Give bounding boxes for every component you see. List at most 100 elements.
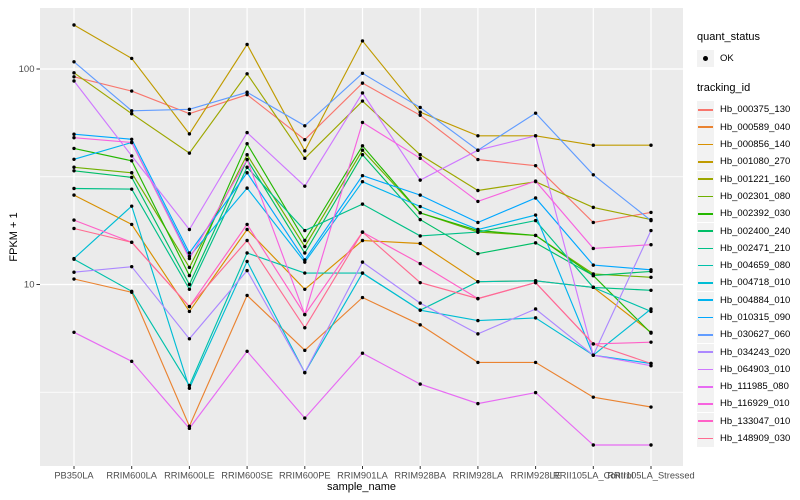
data-point: [591, 285, 595, 290]
data-point: [591, 263, 595, 267]
data-point: [533, 390, 538, 395]
data-point: [533, 316, 538, 320]
data-point: [360, 230, 365, 234]
data-point: [72, 256, 76, 261]
data-point: [303, 228, 307, 233]
legend-item-Hb_010315_090: Hb_010315_090: [697, 309, 797, 326]
data-point: [533, 280, 538, 285]
data-point: [72, 23, 76, 27]
legend-item-Hb_001221_160: Hb_001221_160: [697, 170, 797, 188]
data-point: [245, 130, 249, 135]
legend: quant_status OK tracking_id Hb_000375_13…: [697, 31, 797, 448]
data-point: [187, 304, 192, 309]
data-point: [533, 179, 538, 183]
data-point: [245, 142, 249, 146]
data-point: [418, 211, 422, 215]
data-point: [187, 386, 192, 390]
legend-line-swatch: [698, 126, 713, 129]
data-point: [360, 153, 365, 157]
data-point: [418, 241, 422, 246]
data-point: [187, 282, 192, 287]
data-point: [187, 265, 192, 270]
legend-label: Hb_010315_090: [720, 312, 791, 323]
legend-key: [697, 153, 714, 171]
legend-label: Hb_004718_010: [720, 277, 791, 289]
data-point: [303, 271, 307, 275]
legend-key: [697, 395, 714, 413]
data-point: [649, 268, 653, 272]
data-point: [476, 220, 480, 225]
data-point: [303, 244, 307, 249]
legend-line-swatch: [698, 385, 713, 388]
data-point: [303, 238, 307, 243]
legend-line-swatch: [698, 316, 713, 319]
data-point: [533, 241, 538, 245]
legend-item-Hb_004659_080: Hb_004659_080: [697, 257, 797, 275]
legend-key: [697, 291, 714, 309]
data-point: [187, 251, 192, 255]
data-point: [130, 56, 134, 61]
data-point: [130, 171, 134, 175]
data-point: [303, 326, 307, 330]
legend-line-swatch: [698, 437, 713, 440]
data-point: [187, 112, 192, 116]
legend-line-swatch: [698, 299, 713, 302]
data-point: [245, 165, 249, 169]
data-point: [649, 143, 653, 147]
data-point: [303, 137, 307, 142]
legend-key: [697, 222, 714, 240]
data-point: [72, 60, 76, 64]
data-point: [245, 90, 249, 94]
x-tick-label: RRIM928LA: [453, 471, 504, 481]
legend-line-swatch: [698, 368, 713, 371]
data-point: [649, 210, 653, 215]
y-tick-label: 10: [24, 280, 35, 291]
data-point: [245, 227, 249, 232]
legend-line-swatch: [698, 403, 713, 405]
data-point: [245, 42, 249, 47]
data-point: [187, 151, 192, 155]
legend-label: Hb_133047_010: [720, 415, 791, 427]
data-point: [130, 204, 134, 208]
data-point: [360, 179, 365, 184]
data-point: [649, 443, 653, 447]
legend-key: [697, 360, 714, 378]
legend-item-Hb_000375_130: Hb_000375_130: [697, 101, 797, 119]
legend-label: Hb_000856_140: [720, 139, 791, 151]
legend-label: Hb_030627_060: [720, 329, 791, 341]
legend-label: Hb_001080_270: [720, 156, 791, 168]
data-point: [591, 205, 595, 210]
data-point: [418, 308, 422, 312]
data-point: [360, 260, 365, 264]
data-point: [476, 148, 480, 152]
legend-line-swatch: [698, 264, 713, 267]
y-tick-label: 100: [19, 64, 35, 75]
data-point: [533, 111, 538, 115]
x-tick-label: RRIM901LA: [337, 471, 388, 481]
data-point: [476, 134, 480, 138]
data-point: [187, 287, 192, 292]
data-point: [533, 218, 538, 223]
legend-key: [697, 326, 714, 344]
data-point: [476, 318, 480, 323]
y-axis-title: FPKM + 1: [8, 212, 20, 262]
data-point: [418, 110, 422, 114]
data-point: [72, 146, 76, 151]
data-point: [360, 173, 365, 178]
data-point: [360, 39, 365, 43]
x-tick-label: RRIM928LE: [510, 471, 561, 481]
data-point: [187, 227, 192, 232]
data-point: [476, 296, 480, 301]
data-point: [245, 259, 249, 264]
legend-key: [697, 274, 714, 292]
legend-item-Hb_001080_270: Hb_001080_270: [697, 153, 797, 171]
data-point: [130, 359, 134, 364]
data-point: [476, 401, 480, 406]
legend-key: [697, 412, 714, 430]
data-point: [476, 227, 480, 232]
data-point: [418, 156, 422, 161]
data-point: [533, 213, 538, 217]
data-point: [418, 234, 422, 238]
data-point: [187, 273, 192, 278]
legend-item-Hb_004884_010: Hb_004884_010: [697, 291, 797, 309]
